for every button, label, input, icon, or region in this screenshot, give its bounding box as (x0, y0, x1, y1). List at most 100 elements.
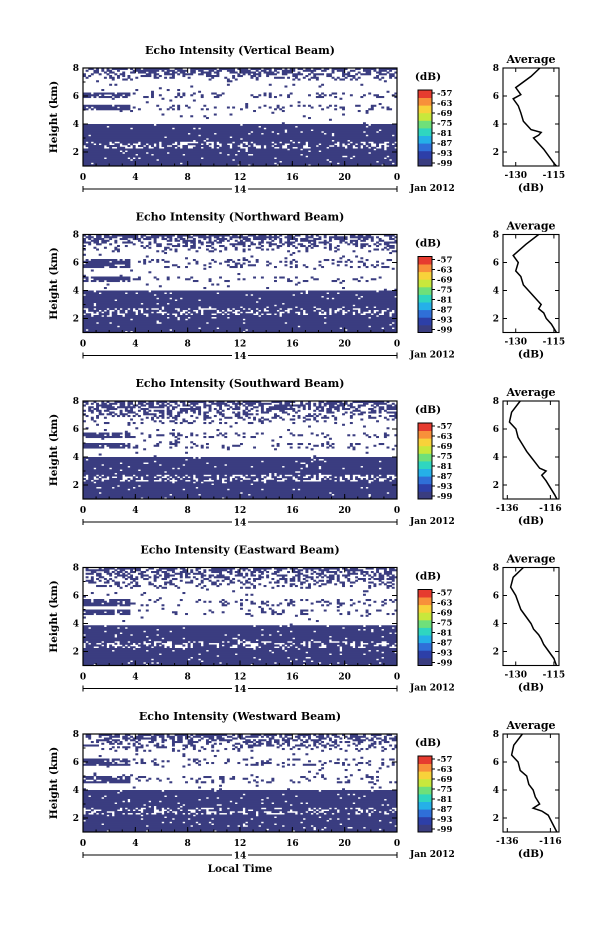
echo-cell (297, 406, 301, 409)
echo-cell (83, 651, 272, 654)
colorbar-swatch (418, 128, 432, 136)
echo-cell (117, 742, 123, 745)
colorbar-swatch (418, 786, 432, 795)
echo-cell (289, 583, 296, 586)
echo-cell (185, 572, 191, 575)
echo-cell (226, 401, 236, 404)
echo-cell (148, 71, 157, 74)
echo-cell (326, 571, 338, 574)
echo-cell (378, 415, 382, 418)
echo-cell (83, 315, 92, 318)
echo-cell (297, 71, 301, 74)
echo-cell (373, 811, 379, 814)
echo-cell (179, 308, 188, 311)
echo-cell (182, 145, 188, 148)
echo-cell (148, 143, 154, 146)
echo-cell (302, 280, 309, 283)
echo-cell (355, 748, 359, 751)
echo-cell (294, 246, 298, 249)
echo-cell (203, 311, 217, 314)
echo-cell (216, 585, 220, 588)
echo-cell (156, 572, 160, 575)
echo-cell (171, 476, 178, 479)
echo-cell (198, 599, 202, 602)
echo-cell (373, 585, 377, 588)
echo-cell (106, 593, 110, 596)
echo-cell (245, 103, 249, 106)
echo-cell (83, 330, 126, 333)
echo-cell (313, 741, 319, 744)
echo-cell (321, 143, 335, 146)
echo-cell (289, 406, 293, 409)
echo-cell (195, 474, 204, 477)
echo-cell (300, 239, 317, 242)
avg-x-tick-label: -115 (543, 171, 566, 181)
echo-cell (376, 420, 379, 423)
echo-cell (127, 401, 134, 404)
echo-cell (137, 311, 141, 314)
echo-cell (360, 245, 366, 248)
echo-cell (381, 145, 385, 148)
echo-cell (313, 744, 317, 747)
echo-cell (185, 153, 228, 156)
echo-cell (211, 739, 217, 742)
echo-cell (352, 278, 359, 281)
echo-cell (253, 818, 304, 821)
echo-cell (83, 148, 246, 151)
echo-cell (365, 71, 372, 74)
echo-cell (203, 776, 212, 779)
echo-cell (195, 809, 199, 812)
echo-cell (297, 306, 314, 309)
echo-cell (302, 735, 306, 738)
echo-cell (339, 748, 343, 751)
echo-cell (339, 793, 348, 796)
echo-cell (83, 744, 99, 747)
echo-cell (240, 108, 243, 111)
echo-cell (98, 812, 102, 815)
echo-cell (315, 458, 319, 461)
echo-cell (373, 790, 398, 793)
echo-cell (200, 446, 204, 449)
echo-cell (386, 148, 398, 151)
echo-cell (289, 104, 293, 107)
echo-cell (192, 259, 196, 262)
echo-cell (349, 69, 356, 72)
echo-cell (318, 104, 322, 107)
echo-cell (98, 646, 107, 649)
echo-cell (83, 302, 94, 305)
echo-cell (281, 411, 288, 414)
echo-cell (355, 311, 359, 314)
echo-cell (143, 809, 154, 812)
colorbar-swatch (418, 120, 432, 129)
echo-cell (198, 786, 202, 789)
echo-cell (171, 75, 175, 78)
echo-cell (213, 239, 217, 242)
echo-cell (247, 812, 256, 815)
echo-cell (83, 327, 199, 330)
echo-cell (339, 402, 348, 405)
echo-cell (318, 760, 322, 763)
echo-cell (266, 75, 270, 78)
echo-cell (386, 406, 398, 409)
echo-cell (148, 315, 175, 318)
echo-cell (349, 604, 353, 607)
echo-cell (297, 812, 301, 815)
echo-cell (294, 264, 298, 267)
echo-cell (263, 92, 267, 95)
echo-cell (156, 250, 160, 253)
echo-cell (240, 737, 246, 740)
echo-cell (122, 462, 144, 465)
echo-cell (130, 578, 139, 581)
avg-y-tick-label: 6 (493, 259, 499, 269)
echo-cell (349, 581, 356, 584)
echo-cell (229, 579, 233, 582)
echo-cell (253, 465, 283, 468)
echo-cell (300, 586, 304, 589)
x-tick-label: 12 (234, 673, 247, 683)
echo-cell (103, 236, 118, 239)
echo-cell (310, 448, 314, 451)
echo-cell (137, 742, 141, 745)
echo-cell (284, 401, 296, 404)
echo-cell (83, 253, 86, 256)
echo-cell (347, 446, 351, 449)
